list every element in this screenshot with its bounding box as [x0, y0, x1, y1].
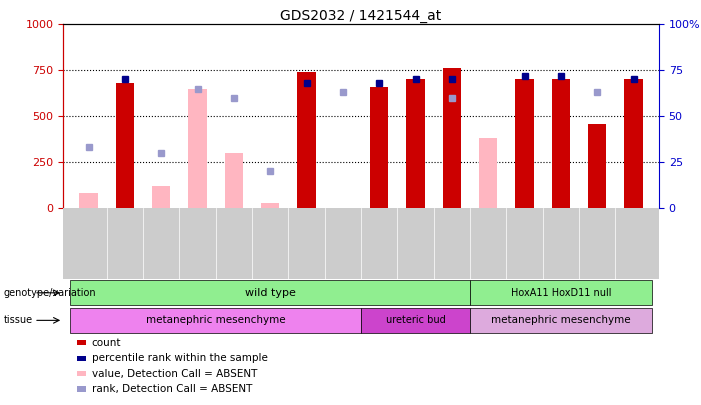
Bar	[470, 308, 652, 333]
Bar	[79, 194, 97, 208]
Text: genotype/variation: genotype/variation	[4, 288, 96, 298]
Text: metanephric mesenchyme: metanephric mesenchyme	[491, 315, 631, 325]
Bar	[443, 68, 461, 208]
Bar	[588, 124, 606, 208]
Bar	[479, 138, 497, 208]
Text: ureteric bud: ureteric bud	[386, 315, 445, 325]
Text: tissue: tissue	[4, 315, 33, 325]
Bar	[361, 308, 470, 333]
Bar	[116, 83, 134, 208]
Bar	[189, 89, 207, 208]
Bar	[70, 280, 470, 305]
Bar	[515, 79, 533, 208]
Title: GDS2032 / 1421544_at: GDS2032 / 1421544_at	[280, 9, 442, 23]
Bar	[370, 87, 388, 208]
Bar	[552, 79, 570, 208]
Text: metanephric mesenchyme: metanephric mesenchyme	[146, 315, 285, 325]
Bar	[470, 280, 652, 305]
Text: percentile rank within the sample: percentile rank within the sample	[92, 353, 268, 363]
Bar	[225, 153, 243, 208]
Bar	[70, 308, 361, 333]
Bar	[261, 202, 279, 208]
Text: wild type: wild type	[245, 288, 296, 298]
Text: HoxA11 HoxD11 null: HoxA11 HoxD11 null	[510, 288, 611, 298]
Text: count: count	[92, 338, 121, 348]
Bar	[297, 72, 315, 208]
Bar	[152, 186, 170, 208]
Text: rank, Detection Call = ABSENT: rank, Detection Call = ABSENT	[92, 384, 252, 394]
Text: value, Detection Call = ABSENT: value, Detection Call = ABSENT	[92, 369, 257, 379]
Bar	[625, 79, 643, 208]
Bar	[407, 79, 425, 208]
